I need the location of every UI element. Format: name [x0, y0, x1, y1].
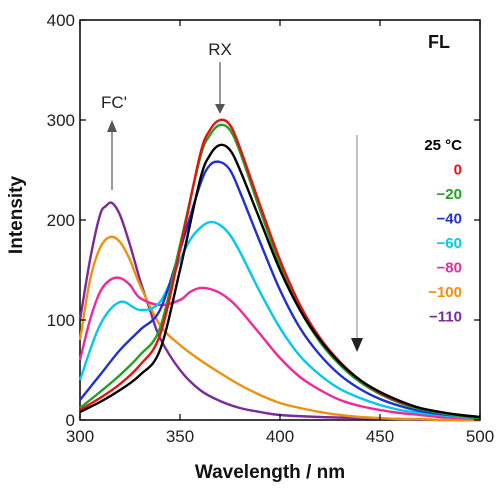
- series-line-6: [78, 235, 480, 422]
- y-tick-label: 300: [47, 111, 75, 130]
- legend: 25 °C 0 −20 −40 −60 −80 −100 −110: [424, 137, 462, 326]
- x-tick-label: 350: [166, 427, 194, 446]
- y-tick-label: 100: [47, 311, 75, 330]
- plot-area: [79, 19, 481, 421]
- annotation-rx: RX: [208, 40, 232, 59]
- y-tick-label: 200: [47, 211, 75, 230]
- x-tick-label: 450: [366, 427, 394, 446]
- legend-entry: 25 °C: [424, 137, 462, 154]
- rx-arrow-head: [215, 104, 225, 114]
- temperature-arrow-head: [351, 338, 363, 352]
- series-line-7: [78, 201, 481, 422]
- series-line-0: [79, 143, 481, 419]
- y-tick-label: 0: [66, 411, 75, 430]
- series-line-3: [79, 160, 481, 420]
- y-axis-title: Intensity: [6, 176, 27, 255]
- annotation-fc: FC': [101, 93, 127, 112]
- series-line-5: [78, 276, 481, 421]
- legend-entry: −60: [437, 235, 462, 252]
- legend-entry: −80: [437, 260, 462, 277]
- legend-entry: −100: [428, 284, 462, 301]
- x-tick-label: 500: [466, 427, 494, 446]
- series-line-4: [78, 220, 481, 420]
- ticks-layer: 300 350 400 450 500 0 100 200 300 400: [47, 11, 495, 446]
- legend-entry: −20: [437, 186, 462, 203]
- series-layer: [78, 118, 481, 422]
- fc-arrow-head: [107, 120, 117, 132]
- y-tick-label: 400: [47, 11, 75, 30]
- legend-entry: 0: [454, 162, 462, 179]
- annotation-layer: RX FC': [101, 40, 363, 352]
- x-tick-label: 400: [266, 427, 294, 446]
- x-axis-title: Wavelength / nm: [195, 462, 345, 483]
- x-tick-label: 300: [66, 427, 94, 446]
- legend-entry: −110: [429, 309, 462, 326]
- legend-entry: −40: [437, 211, 462, 228]
- panel-label: FL: [428, 32, 450, 52]
- plot-frame: [79, 19, 481, 421]
